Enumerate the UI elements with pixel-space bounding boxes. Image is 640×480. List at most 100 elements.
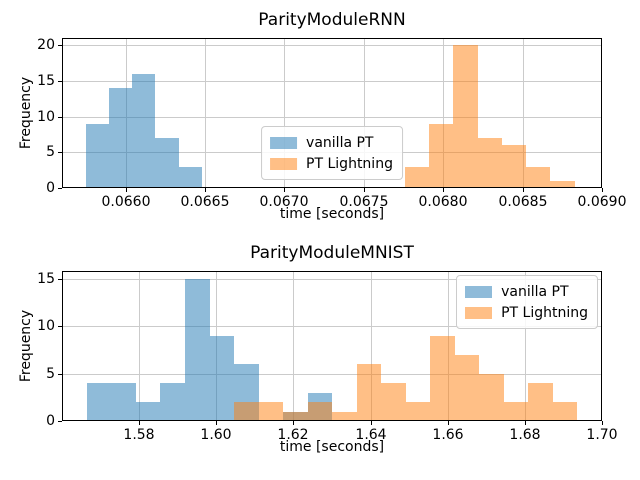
y-tick: [58, 326, 62, 327]
gridline: [283, 38, 285, 188]
y-tick: [58, 188, 62, 189]
x-tick: [139, 421, 140, 425]
x-tick: [443, 188, 444, 192]
x-tick-label: 1.58: [123, 427, 155, 443]
histogram-bar: [332, 411, 357, 421]
histogram-bar: [430, 335, 455, 421]
chart-title-mnist: ParityModuleMNIST: [250, 243, 414, 263]
x-tick: [602, 421, 603, 425]
histogram-bar: [132, 73, 155, 188]
x-tick-label: 1.62: [277, 427, 309, 443]
x-tick: [205, 188, 206, 192]
histogram-bar: [553, 402, 577, 421]
gridline: [62, 45, 602, 46]
gridline: [204, 38, 206, 188]
histogram-bar: [406, 402, 430, 421]
histogram-bar: [478, 138, 502, 188]
y-tick-label: 5: [46, 366, 55, 382]
histogram-bar: [455, 354, 479, 421]
y-tick-label: 20: [37, 37, 55, 53]
x-tick-label: 1.66: [432, 427, 464, 443]
x-tick-label: 1.64: [355, 427, 387, 443]
legend-rnn: vanilla PT PT Lightning: [261, 126, 403, 180]
gridline: [522, 38, 524, 188]
x-tick: [602, 188, 603, 192]
histogram-bar: [86, 123, 109, 188]
gridline: [62, 374, 602, 375]
x-tick: [293, 421, 294, 425]
histogram-bar: [528, 383, 553, 421]
gridline: [62, 117, 602, 118]
y-tick-label: 15: [37, 73, 55, 89]
y-tick: [58, 117, 62, 118]
histogram-bar: [381, 383, 406, 421]
histogram-bar: [155, 138, 179, 188]
legend-swatch-blue: [465, 285, 493, 298]
y-tick: [58, 279, 62, 280]
histogram-bar: [405, 166, 429, 188]
x-axis-label-rnn: time [seconds]: [279, 206, 385, 222]
axes-parity-module-mnist: vanilla PT PT Lightning 1.58 1.60 1.62 1.64…: [37, 271, 618, 443]
y-tick: [58, 152, 62, 153]
x-tick: [126, 188, 127, 192]
legend-label-vanilla-pt: vanilla PT: [501, 283, 569, 300]
y-tick-label: 0: [46, 180, 55, 196]
y-tick: [58, 81, 62, 82]
legend-swatch-blue: [270, 136, 298, 149]
x-tick-label: 0.0665: [180, 194, 230, 210]
plot-area-mnist: [62, 271, 602, 421]
x-tick: [523, 188, 524, 192]
legend-label-pt-lightning: PT Lightning: [306, 155, 393, 172]
gridline: [442, 38, 444, 188]
gridline: [370, 271, 372, 421]
histogram-bar: [160, 383, 185, 421]
x-tick-label: 0.0670: [259, 194, 309, 210]
histogram-bar: [429, 123, 453, 188]
histogram-bar: [259, 402, 283, 421]
legend-entry-pt-lightning: PT Lightning: [465, 302, 588, 323]
x-tick-label: 0.0685: [498, 194, 548, 210]
x-tick-label: 1.60: [200, 427, 232, 443]
y-tick-label: 10: [37, 109, 55, 125]
legend-swatch-orange: [270, 157, 298, 170]
y-tick-label: 0: [46, 413, 55, 429]
x-tick-label: 0.0675: [339, 194, 389, 210]
histogram-bar: [357, 364, 381, 421]
x-tick: [371, 421, 372, 425]
histogram-bar: [111, 383, 136, 421]
histogram-bar: [504, 402, 528, 421]
legend-label-pt-lightning: PT Lightning: [501, 304, 588, 321]
y-tick-label: 10: [37, 318, 55, 334]
legend-entry-vanilla-pt: vanilla PT: [465, 281, 588, 302]
gridline: [62, 279, 602, 280]
histogram-bar: [453, 45, 478, 188]
gridline: [601, 38, 602, 188]
histogram-bar: [234, 402, 259, 421]
histogram-bar: [210, 335, 234, 421]
x-axis-label-mnist: time [seconds]: [279, 439, 385, 455]
gridline: [601, 271, 602, 421]
gridline: [524, 271, 526, 421]
chart-title-rnn: ParityModuleRNN: [258, 10, 406, 30]
y-tick: [58, 45, 62, 46]
x-tick-label: 0.0690: [577, 194, 627, 210]
legend-label-vanilla-pt: vanilla PT: [306, 134, 374, 151]
gridline: [62, 81, 602, 82]
x-tick-label: 0.0680: [418, 194, 468, 210]
x-tick-label: 1.70: [586, 427, 618, 443]
x-tick: [364, 188, 365, 192]
histogram-bar: [526, 166, 550, 188]
histogram-bar: [136, 402, 160, 421]
histogram-bar: [109, 88, 132, 188]
legend-entry-vanilla-pt: vanilla PT: [270, 132, 393, 153]
axes-parity-module-rnn: vanilla PT PT Lightning 0.0660 0.0665 0.06…: [37, 37, 626, 210]
histogram-bar: [87, 383, 111, 421]
x-tick: [284, 188, 285, 192]
legend-mnist: vanilla PT PT Lightning: [456, 275, 598, 329]
x-tick: [525, 421, 526, 425]
y-tick-label: 5: [46, 144, 55, 160]
gridline: [62, 326, 602, 327]
histogram-bar: [179, 166, 202, 188]
x-tick-label: 1.68: [509, 427, 541, 443]
